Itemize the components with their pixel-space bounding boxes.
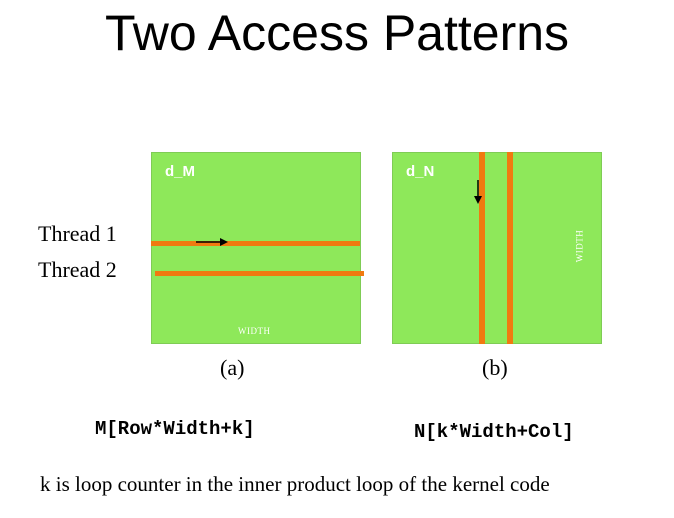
thread-1-column-access-bar <box>479 152 485 344</box>
footnote: k is loop counter in the inner product l… <box>40 472 550 496</box>
thread-1-label: Thread 1 <box>38 221 117 246</box>
thread-2-column-access-bar <box>507 152 513 344</box>
thread-2-label: Thread 2 <box>38 257 117 282</box>
column-direction-arrow-icon <box>474 180 482 204</box>
thread-1-row-access-bar <box>151 241 360 246</box>
code-n-index: N[k*Width+Col] <box>414 421 574 443</box>
matrix-d-n-label: d_N <box>406 163 435 180</box>
thread-2-row-access-bar <box>155 271 364 276</box>
matrix-d-n: d_N WIDTH <box>392 152 602 344</box>
matrix-d-n-width-label: WIDTH <box>574 229 585 263</box>
matrix-d-m-width-label: WIDTH <box>238 326 271 336</box>
caption-a: (a) <box>220 355 245 380</box>
matrix-d-m-label: d_M <box>165 163 195 180</box>
slide-title: Two Access Patterns <box>104 5 570 61</box>
matrix-d-m: d_M WIDTH <box>151 152 361 344</box>
caption-b: (b) <box>482 355 508 380</box>
row-direction-arrow-icon <box>196 238 228 246</box>
code-m-index: M[Row*Width+k] <box>95 418 255 440</box>
